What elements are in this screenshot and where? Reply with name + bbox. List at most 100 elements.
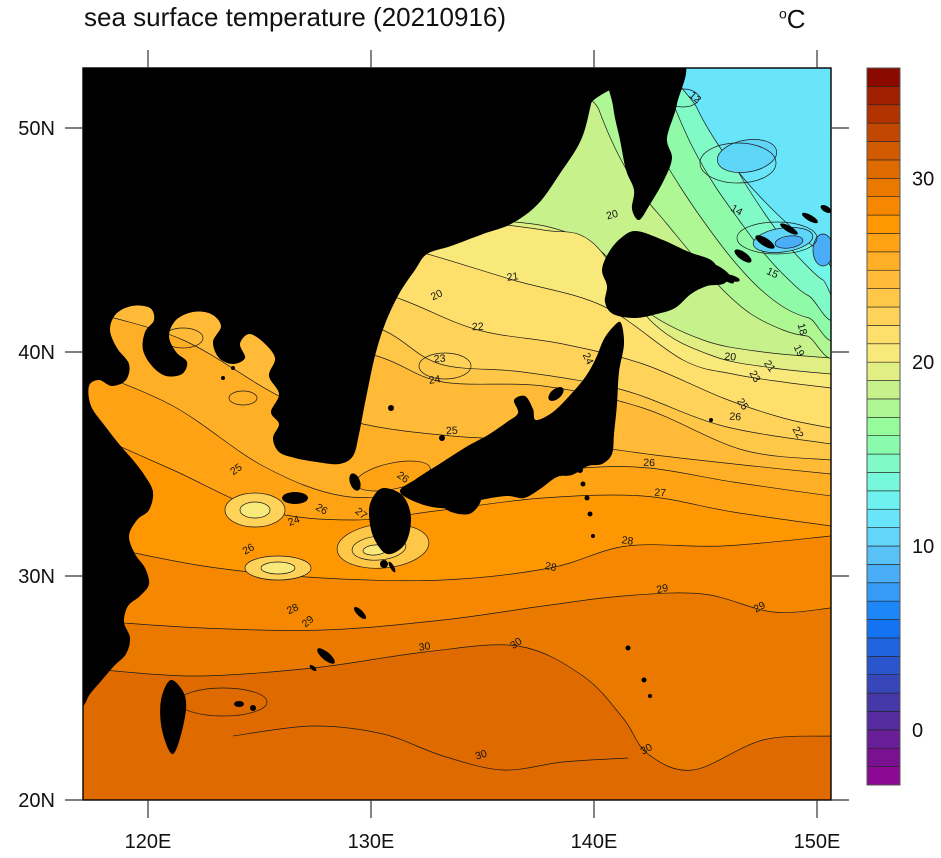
contour-label-15: 15: [764, 265, 780, 281]
island-dot: [221, 376, 225, 380]
colorbar-segment: [866, 178, 901, 197]
contour-label-28: 28: [285, 601, 301, 617]
island: [282, 492, 308, 504]
colorbar-segment: [866, 361, 901, 381]
island-dot: [584, 495, 590, 501]
eddy: [239, 501, 271, 519]
contour-label-19: 19: [791, 343, 807, 359]
landmass-asia-continent: [83, 68, 637, 706]
colorbar-segment: [866, 564, 901, 584]
contour-label-14: 14: [728, 202, 744, 218]
x-tick-label-150E: 150E: [794, 831, 841, 853]
contour-ring: [228, 390, 258, 406]
colorbar-label-0: 0: [912, 720, 923, 742]
contour-ring: [418, 352, 472, 380]
unit-label: oC: [779, 4, 806, 35]
contour-label-26: 26: [240, 541, 256, 557]
contour-line: [232, 725, 629, 771]
island-dot: [250, 705, 256, 711]
colorbar-segment: [866, 288, 901, 308]
island-dot: [580, 481, 586, 487]
island: [234, 701, 244, 707]
colorbar-segment: [866, 582, 901, 602]
island: [722, 274, 740, 282]
island-dot: [625, 645, 631, 651]
cold-spot: [774, 235, 804, 249]
unit-superscript: o: [779, 5, 787, 22]
island-dot: [388, 405, 394, 411]
colorbar-segment: [866, 527, 901, 547]
island: [349, 473, 361, 491]
plot-frame: [82, 67, 832, 801]
land-layer: [83, 68, 831, 755]
colorbar-segment: [866, 86, 901, 106]
contour-label-30: 30: [474, 748, 489, 763]
eddy: [260, 561, 296, 575]
contour-label-24: 24: [428, 373, 441, 387]
colorbar-label-20: 20: [912, 352, 934, 374]
contour-label-23: 23: [746, 368, 762, 384]
colorbar-label-30: 30: [912, 168, 934, 190]
island-dot: [297, 448, 301, 452]
colorbar-segment: [866, 325, 901, 345]
contour-label-30: 30: [638, 741, 654, 757]
y-tick-label-50N: 50N: [18, 118, 55, 140]
island-dot: [231, 366, 235, 370]
colorbar-segment: [866, 417, 901, 436]
island: [388, 561, 396, 573]
colorbar-segment: [866, 545, 901, 565]
contour-label-29: 29: [752, 599, 768, 615]
island: [780, 223, 798, 235]
colorbar-segment: [866, 398, 901, 418]
island: [317, 648, 335, 664]
contour-label-20: 20: [429, 287, 445, 303]
landmass-kyushu: [368, 487, 412, 555]
colorbar-segment: [866, 747, 901, 767]
island-dot: [648, 694, 652, 698]
colorbar: 30 20 10 0: [866, 67, 934, 786]
colorbar-segment: [866, 472, 901, 492]
island-dot: [577, 467, 583, 473]
contour-label-20: 20: [724, 351, 737, 364]
contour-label-24: 24: [286, 513, 301, 528]
contour-label-24: 24: [580, 351, 596, 367]
colorbar-segment: [866, 729, 901, 749]
colorbar-segment: [866, 619, 901, 639]
contour-label-27: 27: [654, 487, 667, 500]
colorbar-segment: [866, 711, 901, 731]
island: [734, 249, 752, 263]
colorbar-segment: [866, 233, 901, 253]
colorbar-segment: [866, 453, 901, 473]
colorbar-segment: [866, 251, 901, 271]
colorbar-segment: [866, 508, 901, 528]
unit-base: C: [786, 4, 806, 34]
island-dot: [641, 677, 647, 683]
cold-spot: [812, 233, 831, 267]
colorbar-segment: [866, 67, 901, 87]
island: [755, 235, 775, 249]
contour-label-28: 28: [621, 534, 634, 548]
island-dot: [709, 418, 713, 422]
island: [548, 387, 564, 401]
landmass-shikoku: [440, 485, 482, 515]
island-dot: [587, 511, 593, 517]
contour-label-26: 26: [729, 411, 742, 424]
island: [353, 606, 367, 620]
colorbar-segment: [866, 766, 901, 786]
island-dot: [439, 435, 445, 441]
colorbar-label-10: 10: [912, 536, 934, 558]
colorbar-segment: [866, 269, 901, 289]
landmass-hokkaido: [601, 230, 732, 318]
colorbar-segment: [866, 196, 901, 216]
colorbar-border: [866, 67, 901, 786]
contour-label-21: 21: [506, 270, 519, 284]
contour-label-26: 26: [643, 457, 655, 470]
isotherm-band-30: [83, 644, 831, 800]
colorbar-segment: [866, 692, 901, 712]
x-tick-label-130E: 130E: [348, 831, 395, 853]
colorbar-segment: [866, 656, 901, 675]
contour-label-20: 20: [605, 208, 620, 223]
contour-label-25: 25: [446, 425, 458, 438]
x-tick-label-120E: 120E: [125, 831, 172, 853]
